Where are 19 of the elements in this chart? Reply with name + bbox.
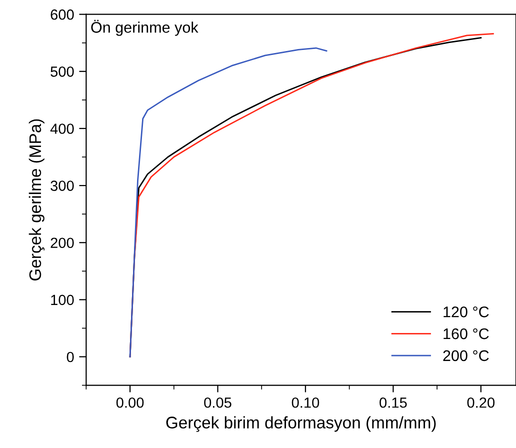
legend-label: 160 °C (444, 328, 489, 340)
x-tick-label: 0.20 (467, 397, 495, 408)
legend-label: 120 °C (444, 306, 489, 318)
annotation: Ön gerinme yok (91, 20, 198, 36)
y-tick-label: 0 (66, 352, 74, 362)
x-tick-label: 0.05 (204, 397, 232, 408)
y-tick-label: 500 (50, 66, 74, 77)
y-tick-label: 300 (50, 180, 74, 191)
x-axis-title: Gerçek birim deformasyon (mm/mm) (166, 416, 436, 432)
y-tick-label: 400 (50, 124, 74, 134)
x-tick-label: 0.15 (380, 397, 407, 408)
x-tick-label: 0.10 (292, 397, 320, 408)
line-series (129, 47, 328, 358)
y-tick-label: 100 (51, 294, 74, 306)
legend-label: 200 °C (443, 350, 489, 362)
x-tick-label: 0.00 (116, 397, 144, 408)
y-tick-label: 600 (50, 9, 74, 20)
y-tick-label: 200 (50, 238, 74, 248)
y-axis-title: Gerçek gerilme (MPa) (28, 119, 44, 280)
